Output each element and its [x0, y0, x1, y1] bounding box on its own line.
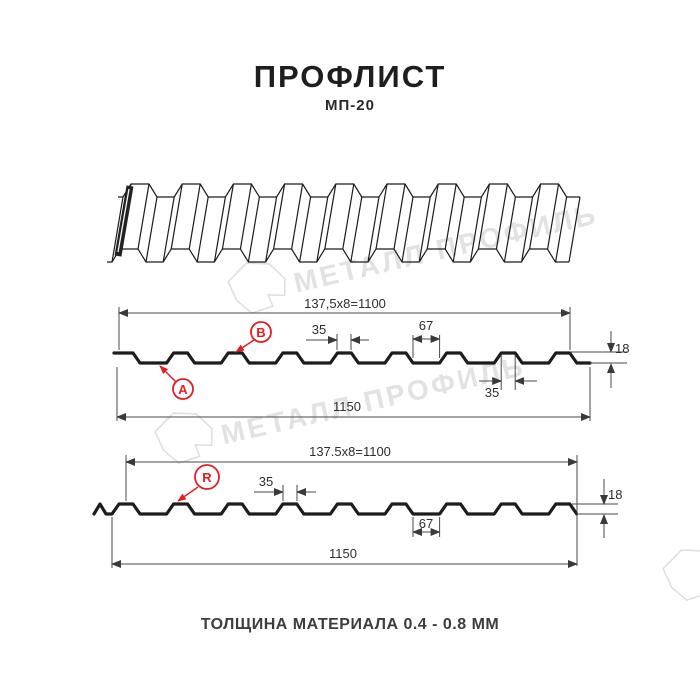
dim-valley-width: 67 — [419, 516, 433, 531]
dim-sheet-height: 18 — [608, 487, 622, 502]
sheet-front-edge — [107, 248, 569, 263]
product-code: МП-20 — [325, 97, 375, 114]
rib-edge-line — [273, 183, 286, 250]
rib-edge-line — [239, 183, 252, 250]
rib-edge-line — [145, 196, 158, 263]
rib-edge-line — [299, 196, 312, 263]
sheet-right-cut-edge — [568, 196, 581, 263]
rib-edge-line — [162, 196, 175, 263]
rib-edge-line — [469, 196, 482, 263]
rib-edge-line — [418, 196, 431, 263]
footer-text: ТОЛЩИНА МАТЕРИАЛА 0.4 - 0.8 ММ — [200, 616, 500, 633]
leader-line-a — [159, 365, 177, 383]
dim-overall-width-bottom: 1150 — [329, 546, 357, 561]
rib-edge-line — [444, 183, 457, 250]
rib-edge-line — [188, 183, 201, 250]
watermark-partial-right — [662, 549, 700, 602]
point-marker-a — [172, 378, 194, 400]
page-title: ПРОФЛИСТ — [253, 59, 447, 94]
dim-sheet-height: 18 — [615, 341, 629, 356]
rib-edge-line — [477, 183, 490, 250]
brand-logo-icon — [154, 412, 213, 465]
rib-edge-line — [401, 196, 414, 263]
rib-edge-line — [265, 196, 278, 263]
dim-overall-width-top: 1150 — [333, 399, 361, 414]
rib-edge-line — [350, 196, 363, 263]
point-marker-r — [194, 464, 220, 490]
rib-edge-line — [196, 196, 209, 263]
sheet-left-cut-highlight — [117, 188, 130, 253]
sheet-back-edge — [118, 183, 580, 198]
rib-edge-line — [111, 196, 124, 263]
dim-rib-base-width: 67 — [419, 318, 433, 333]
rib-edge-line — [503, 196, 516, 263]
profile-3d-view — [107, 183, 581, 263]
profile-outline-top — [112, 351, 592, 365]
rib-edge-line — [342, 183, 355, 250]
brand-logo-icon — [227, 262, 286, 315]
rib-edge-line — [221, 183, 234, 250]
rib-edge-line — [393, 183, 406, 250]
dim-rib-top-width-lower: 35 — [485, 385, 499, 400]
brand-logo-icon — [662, 549, 700, 602]
rib-edge-line — [137, 183, 150, 250]
cross-section-bottom: 137.5x8=1100 35 67 18 1150 — [92, 444, 622, 568]
rib-edge-line — [529, 183, 542, 250]
point-label-a: A — [178, 382, 188, 397]
rib-edge-line — [452, 196, 465, 263]
rib-edge-line — [213, 196, 226, 263]
rib-edge-line — [521, 196, 534, 263]
rib-edge-line — [316, 196, 329, 263]
rib-edge-line — [547, 183, 560, 250]
leader-line-r — [177, 486, 199, 502]
dim-module-bottom: 137.5x8=1100 — [309, 444, 391, 459]
leader-line-b — [235, 339, 255, 353]
dim-rib-top-width: 35 — [259, 474, 273, 489]
rib-edge-line — [426, 183, 439, 250]
watermark-text: МЕТАЛЛ ПРОФИЛЬ — [218, 350, 528, 450]
rib-edge-line — [291, 183, 304, 250]
dim-module-top: 137,5x8=1100 — [304, 296, 386, 311]
point-label-r: R — [202, 470, 212, 485]
cross-section-top: 137,5x8=1100 35 67 18 35 — [112, 296, 629, 421]
rib-edge-line — [367, 196, 380, 263]
rib-edge-line — [375, 183, 388, 250]
profile-outline-bottom — [92, 502, 579, 516]
rib-edge-line — [170, 183, 183, 250]
rib-edge-line — [555, 196, 568, 263]
point-label-b: B — [256, 325, 265, 340]
dim-rib-top-width: 35 — [312, 322, 326, 337]
point-marker-b — [250, 321, 272, 343]
rib-edge-line — [324, 183, 337, 250]
rib-edge-line — [495, 183, 508, 250]
rib-edge-line — [247, 196, 260, 263]
